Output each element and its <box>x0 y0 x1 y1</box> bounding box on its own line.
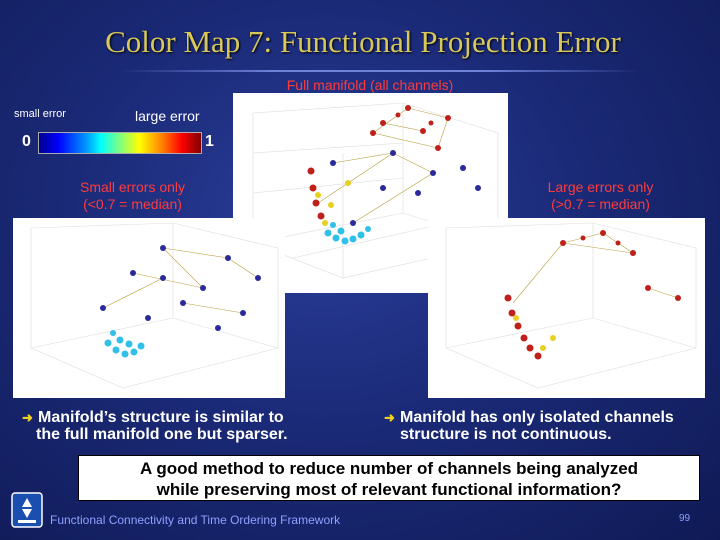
question-line1: A good method to reduce number of channe… <box>139 459 639 478</box>
colorbar <box>38 132 202 154</box>
caption-small-errors: Small errors only (<0.7 = median) <box>45 179 220 213</box>
small-errors-plot <box>13 218 285 398</box>
full-manifold-figure <box>252 102 499 279</box>
large-errors-figure <box>445 222 697 389</box>
colorbar-max: 1 <box>205 133 214 150</box>
caption-small-line1: Small errors only <box>79 179 186 195</box>
small-error-label: small error <box>14 108 66 120</box>
bullet-right-line2: structure is not continuous. <box>400 426 612 443</box>
question-line2: while preserving most of relevant functi… <box>156 480 622 499</box>
caption-large-line1: Large errors only <box>547 179 654 195</box>
bullet-right: ➜ Manifold has only isolated channels st… <box>384 409 714 443</box>
footer-text: Functional Connectivity and Time Orderin… <box>50 513 341 527</box>
arrow-bullet-icon: ➜ <box>22 410 33 425</box>
arrow-bullet-icon: ➜ <box>384 410 395 425</box>
caption-large-errors: Large errors only (>0.7 = median) <box>508 179 693 213</box>
title-underline <box>120 70 640 72</box>
large-errors-plot <box>428 218 705 398</box>
page-number: 99 <box>679 513 691 524</box>
bullet-left-line2: the full manifold one but sparser. <box>36 426 288 443</box>
caption-full-manifold: Full manifold (all channels) <box>286 77 454 93</box>
bullet-left: ➜ Manifold’s structure is similar to the… <box>22 409 342 443</box>
caption-large-line2: (>0.7 = median) <box>551 196 650 212</box>
colorbar-min: 0 <box>22 133 31 150</box>
small-errors-figure <box>30 222 279 389</box>
question-box: A good method to reduce number of channe… <box>78 455 700 501</box>
bullet-left-line1: Manifold’s structure is similar to <box>38 409 284 426</box>
large-error-label: large error <box>135 108 200 124</box>
bullet-right-line1: Manifold has only isolated channels <box>400 409 674 426</box>
slide-title: Color Map 7: Functional Projection Error <box>105 24 621 59</box>
caption-small-line2: (<0.7 = median) <box>83 196 182 212</box>
university-logo-icon <box>10 491 44 529</box>
